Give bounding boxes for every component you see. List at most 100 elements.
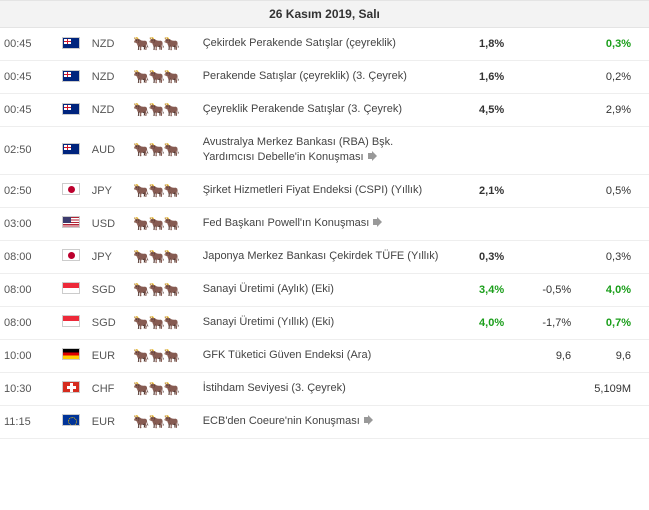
country-flag xyxy=(58,61,88,94)
currency-code: EUR xyxy=(88,405,130,438)
event-time: 10:00 xyxy=(0,339,58,372)
event-time: 10:30 xyxy=(0,372,58,405)
event-time: 02:50 xyxy=(0,127,58,175)
importance-icon: 🐂🐂🐂 xyxy=(129,28,198,61)
event-name[interactable]: Sanayi Üretimi (Yıllık) (Eki) xyxy=(199,306,447,339)
forecast-value xyxy=(514,94,581,127)
currency-code: SGD xyxy=(88,273,130,306)
country-flag xyxy=(58,372,88,405)
forecast-value: 9,6 xyxy=(514,339,581,372)
previous-value: 4,0% xyxy=(581,273,649,306)
event-name[interactable]: Avustralya Merkez Bankası (RBA) Bşk. Yar… xyxy=(199,127,447,175)
previous-value xyxy=(581,207,649,240)
forecast-value xyxy=(514,28,581,61)
event-name[interactable]: Fed Başkanı Powell'ın Konuşması xyxy=(199,207,447,240)
date-header: 26 Kasım 2019, Salı xyxy=(0,0,649,28)
event-name[interactable]: Şirket Hizmetleri Fiyat Endeksi (CSPI) (… xyxy=(199,174,447,207)
currency-code: JPY xyxy=(88,174,130,207)
importance-icon: 🐂🐂🐂 xyxy=(129,61,198,94)
calendar-row[interactable]: 08:00SGD🐂🐂🐂Sanayi Üretimi (Aylık) (Eki)3… xyxy=(0,273,649,306)
event-name[interactable]: Perakende Satışlar (çeyreklik) (3. Çeyre… xyxy=(199,61,447,94)
importance-icon: 🐂🐂🐂 xyxy=(129,94,198,127)
importance-icon: 🐂🐂🐂 xyxy=(129,127,198,175)
calendar-row[interactable]: 00:45 NZD🐂🐂🐂Çekirdek Perakende Satışlar (… xyxy=(0,28,649,61)
actual-value xyxy=(447,372,514,405)
country-flag xyxy=(58,306,88,339)
calendar-row[interactable]: 02:50 JPY🐂🐂🐂Şirket Hizmetleri Fiyat Endek… xyxy=(0,174,649,207)
event-name[interactable]: Sanayi Üretimi (Aylık) (Eki) xyxy=(199,273,447,306)
event-name[interactable]: GFK Tüketici Güven Endeksi (Ara) xyxy=(199,339,447,372)
currency-code: CHF xyxy=(88,372,130,405)
currency-code: NZD xyxy=(88,28,130,61)
speech-icon xyxy=(368,152,380,160)
country-flag xyxy=(58,273,88,306)
actual-value: 4,0% xyxy=(447,306,514,339)
event-name[interactable]: İstihdam Seviyesi (3. Çeyrek) xyxy=(199,372,447,405)
currency-code: NZD xyxy=(88,94,130,127)
actual-value xyxy=(447,127,514,175)
importance-icon: 🐂🐂🐂 xyxy=(129,273,198,306)
event-time: 08:00 xyxy=(0,240,58,273)
event-time: 00:45 xyxy=(0,61,58,94)
speech-icon xyxy=(373,218,385,226)
calendar-row[interactable]: 08:00SGD🐂🐂🐂Sanayi Üretimi (Yıllık) (Eki)… xyxy=(0,306,649,339)
actual-value: 0,3% xyxy=(447,240,514,273)
previous-value: 2,9% xyxy=(581,94,649,127)
calendar-row[interactable]: 10:00 EUR🐂🐂🐂GFK Tüketici Güven Endeksi (A… xyxy=(0,339,649,372)
calendar-row[interactable]: 02:50 AUD🐂🐂🐂Avustralya Merkez Bankası (RB… xyxy=(0,127,649,175)
event-time: 03:00 xyxy=(0,207,58,240)
previous-value: 0,2% xyxy=(581,61,649,94)
calendar-row[interactable]: 10:30 CHF🐂🐂🐂İstihdam Seviyesi (3. Çeyrek)… xyxy=(0,372,649,405)
event-name[interactable]: Çekirdek Perakende Satışlar (çeyreklik) xyxy=(199,28,447,61)
country-flag xyxy=(58,207,88,240)
country-flag xyxy=(58,174,88,207)
currency-code: NZD xyxy=(88,61,130,94)
calendar-row[interactable]: 00:45 NZD🐂🐂🐂Çeyreklik Perakende Satışlar … xyxy=(0,94,649,127)
forecast-value: -0,5% xyxy=(514,273,581,306)
calendar-row[interactable]: 03:00 USD🐂🐂🐂Fed Başkanı Powell'ın Konuşma… xyxy=(0,207,649,240)
forecast-value xyxy=(514,405,581,438)
currency-code: JPY xyxy=(88,240,130,273)
importance-icon: 🐂🐂🐂 xyxy=(129,207,198,240)
country-flag xyxy=(58,127,88,175)
currency-code: USD xyxy=(88,207,130,240)
event-time: 11:15 xyxy=(0,405,58,438)
event-time: 00:45 xyxy=(0,28,58,61)
importance-icon: 🐂🐂🐂 xyxy=(129,405,198,438)
previous-value xyxy=(581,405,649,438)
event-name[interactable]: ECB'den Coeure'nin Konuşması xyxy=(199,405,447,438)
forecast-value: -1,7% xyxy=(514,306,581,339)
previous-value: 5,109M xyxy=(581,372,649,405)
previous-value: 0,3% xyxy=(581,28,649,61)
actual-value: 2,1% xyxy=(447,174,514,207)
importance-icon: 🐂🐂🐂 xyxy=(129,174,198,207)
previous-value: 0,3% xyxy=(581,240,649,273)
event-name[interactable]: Çeyreklik Perakende Satışlar (3. Çeyrek) xyxy=(199,94,447,127)
actual-value xyxy=(447,339,514,372)
calendar-row[interactable]: 08:00JPY🐂🐂🐂Japonya Merkez Bankası Çekird… xyxy=(0,240,649,273)
country-flag xyxy=(58,339,88,372)
forecast-value xyxy=(514,61,581,94)
currency-code: AUD xyxy=(88,127,130,175)
speech-icon xyxy=(364,416,376,424)
forecast-value xyxy=(514,207,581,240)
forecast-value xyxy=(514,372,581,405)
event-time: 02:50 xyxy=(0,174,58,207)
calendar-row[interactable]: 11:15 EUR🐂🐂🐂ECB'den Coeure'nin Konuşması xyxy=(0,405,649,438)
forecast-value xyxy=(514,127,581,175)
economic-calendar-table: 00:45NZD🐂🐂🐂Çekirdek Perakende Satışlar (… xyxy=(0,28,649,439)
country-flag xyxy=(58,94,88,127)
event-name[interactable]: Japonya Merkez Bankası Çekirdek TÜFE (Yı… xyxy=(199,240,447,273)
importance-icon: 🐂🐂🐂 xyxy=(129,306,198,339)
actual-value xyxy=(447,207,514,240)
previous-value: 0,5% xyxy=(581,174,649,207)
currency-code: EUR xyxy=(88,339,130,372)
importance-icon: 🐂🐂🐂 xyxy=(129,339,198,372)
importance-icon: 🐂🐂🐂 xyxy=(129,372,198,405)
country-flag xyxy=(58,28,88,61)
country-flag xyxy=(58,405,88,438)
previous-value: 9,6 xyxy=(581,339,649,372)
calendar-row[interactable]: 00:45 NZD🐂🐂🐂Perakende Satışlar (çeyreklik… xyxy=(0,61,649,94)
event-time: 00:45 xyxy=(0,94,58,127)
forecast-value xyxy=(514,240,581,273)
